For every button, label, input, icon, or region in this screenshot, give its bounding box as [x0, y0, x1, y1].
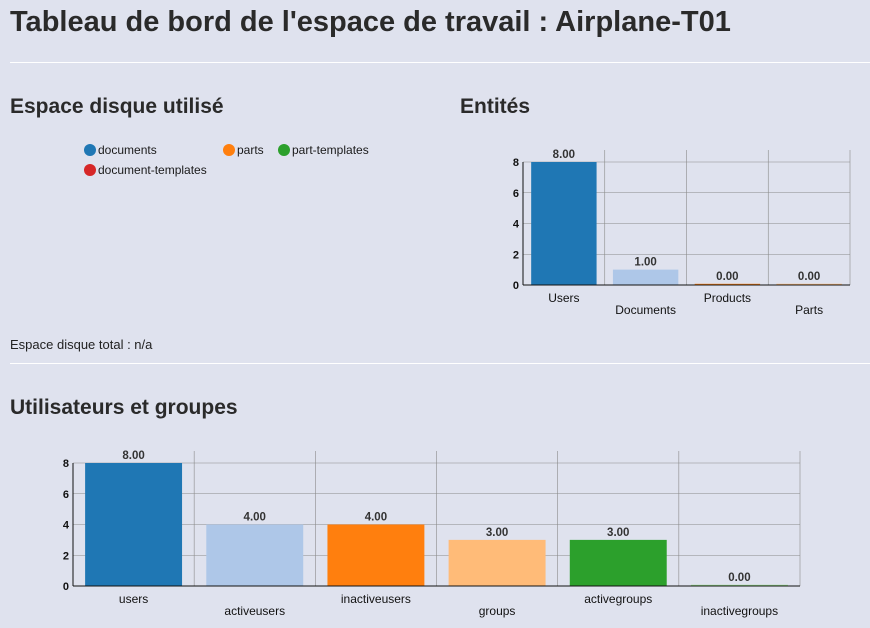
- disk-usage-title: Espace disque utilisé: [10, 95, 224, 118]
- y-tick-label: 4: [513, 219, 520, 231]
- x-tick-label: inactivegroups: [701, 604, 778, 618]
- header-divider: [10, 62, 870, 63]
- x-tick-label: Products: [704, 291, 751, 305]
- bar-value-label: 4.00: [244, 512, 266, 524]
- bar-value-label: 4.00: [365, 512, 387, 524]
- y-tick-label: 8: [63, 458, 69, 470]
- bar-value-label: 0.00: [728, 572, 750, 584]
- bar-value-label: 0.00: [798, 271, 820, 283]
- bar: [569, 539, 667, 586]
- x-tick-label: groups: [479, 604, 516, 618]
- bar: [776, 283, 842, 285]
- legend-item-parts[interactable]: parts: [223, 143, 264, 157]
- y-tick-label: 8: [513, 157, 519, 169]
- y-tick-label: 0: [63, 581, 69, 593]
- bar-value-label: 8.00: [122, 450, 144, 462]
- legend-label: document-templates: [98, 163, 207, 177]
- entities-title: Entités: [460, 95, 531, 118]
- bar-value-label: 0.00: [716, 271, 738, 283]
- bar: [85, 463, 183, 586]
- x-tick-label: Users: [548, 291, 579, 305]
- bar: [327, 524, 425, 586]
- bar-value-label: 1.00: [634, 257, 656, 269]
- page-title: Tableau de bord de l'espace de travail :…: [10, 6, 731, 38]
- x-tick-label: activegroups: [584, 592, 652, 606]
- legend-dot-documents: [84, 144, 96, 156]
- legend-label: parts: [237, 143, 264, 157]
- legend-dot-parts: [223, 144, 235, 156]
- y-tick-label: 6: [513, 188, 519, 200]
- users-groups-bar-chart: 0 2 4 6 8 8.00 users 4.00 activeusers 4.00 inactiv…: [63, 450, 801, 618]
- bar: [612, 269, 679, 285]
- legend-item-documents[interactable]: documents: [84, 143, 157, 157]
- legend-item-part-templates[interactable]: part-templates: [278, 143, 369, 157]
- y-tick-label: 6: [63, 489, 69, 501]
- legend-dot-document-templates: [84, 164, 96, 176]
- bar: [448, 539, 546, 586]
- x-tick-label: users: [119, 592, 148, 606]
- legend-label: part-templates: [292, 143, 369, 157]
- x-tick-label: Parts: [795, 303, 823, 317]
- y-tick-label: 0: [513, 280, 519, 292]
- x-tick-label: Documents: [615, 303, 676, 317]
- bar: [690, 584, 788, 586]
- bar: [694, 283, 761, 285]
- legend-item-document-templates[interactable]: document-templates: [84, 163, 207, 177]
- users-groups-title: Utilisateurs et groupes: [10, 396, 238, 419]
- y-tick-label: 2: [513, 249, 519, 261]
- legend-label: documents: [98, 143, 157, 157]
- disk-total-label: Espace disque total : n/a: [10, 337, 153, 352]
- section-divider: [10, 363, 870, 364]
- bar: [531, 162, 597, 285]
- legend-dot-part-templates: [278, 144, 290, 156]
- bar-value-label: 3.00: [486, 527, 508, 539]
- y-tick-label: 2: [63, 550, 69, 562]
- x-tick-label: activeusers: [224, 604, 285, 618]
- bar-value-label: 3.00: [607, 527, 629, 539]
- y-tick-label: 4: [63, 520, 70, 532]
- entities-bar-chart: 0 2 4 6 8 8.00 Users 1.00 Documents 0.00 Products 0…: [513, 149, 851, 317]
- bar-value-label: 8.00: [553, 149, 575, 161]
- x-tick-label: inactiveusers: [341, 592, 411, 606]
- bar: [206, 524, 304, 586]
